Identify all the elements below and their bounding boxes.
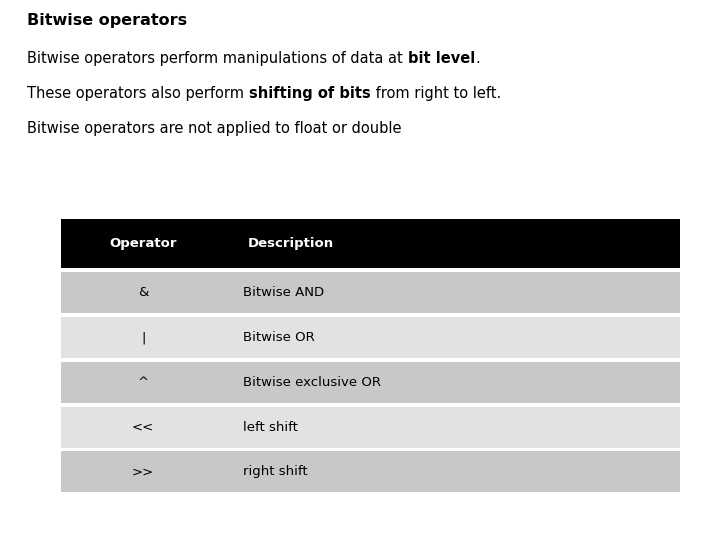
Bar bbox=[61, 362, 680, 403]
Text: left shift: left shift bbox=[243, 421, 298, 434]
Text: shifting of bits: shifting of bits bbox=[249, 86, 371, 102]
Text: Operator: Operator bbox=[109, 237, 177, 250]
Text: bit level: bit level bbox=[408, 51, 475, 66]
Text: Bitwise AND: Bitwise AND bbox=[243, 286, 325, 299]
Text: Bitwise operators are not applied to float or double: Bitwise operators are not applied to flo… bbox=[27, 122, 402, 137]
Text: |: | bbox=[141, 331, 145, 344]
Text: Bitwise operators perform manipulations of data at: Bitwise operators perform manipulations … bbox=[27, 51, 408, 66]
Bar bbox=[61, 219, 680, 268]
Bar bbox=[61, 317, 680, 358]
Text: These operators also perform: These operators also perform bbox=[27, 86, 249, 102]
Bar bbox=[61, 407, 680, 448]
Text: <<: << bbox=[132, 421, 154, 434]
Text: ^: ^ bbox=[138, 376, 149, 389]
Text: right shift: right shift bbox=[243, 465, 308, 478]
Bar bbox=[61, 272, 680, 313]
Text: Bitwise OR: Bitwise OR bbox=[243, 331, 315, 344]
Text: Description: Description bbox=[248, 237, 334, 250]
Text: >>: >> bbox=[132, 465, 154, 478]
Text: from right to left.: from right to left. bbox=[371, 86, 501, 102]
Text: Bitwise exclusive OR: Bitwise exclusive OR bbox=[243, 376, 382, 389]
Text: Bitwise operators: Bitwise operators bbox=[27, 14, 187, 29]
Text: .: . bbox=[475, 51, 480, 66]
Text: &: & bbox=[138, 286, 148, 299]
Bar bbox=[61, 451, 680, 492]
